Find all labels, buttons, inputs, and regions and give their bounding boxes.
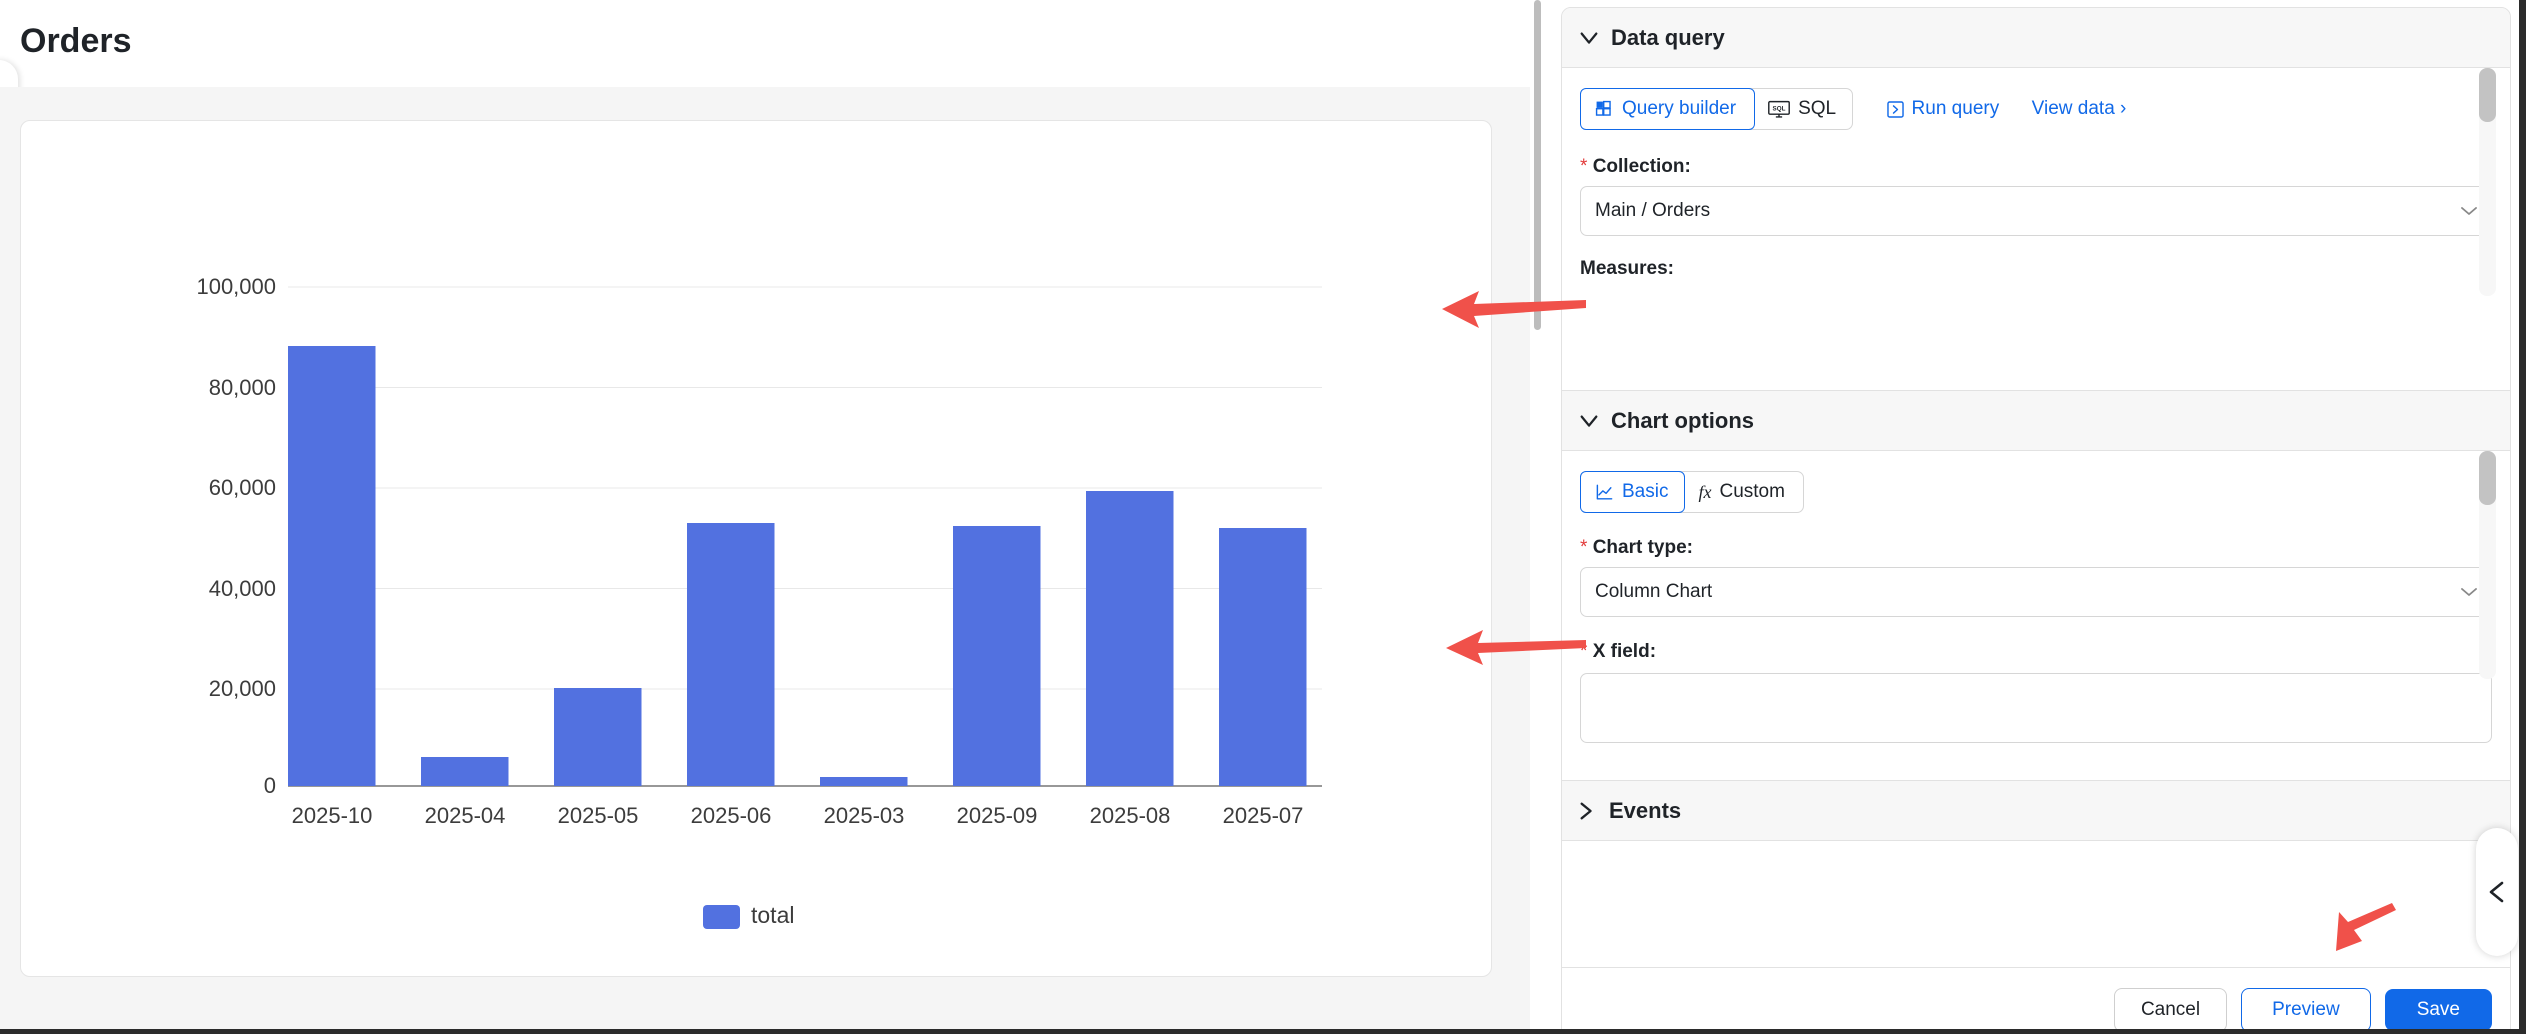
svg-text:80,000: 80,000 xyxy=(209,375,276,400)
svg-text:2025-05: 2025-05 xyxy=(558,803,639,828)
svg-text:2025-10: 2025-10 xyxy=(292,803,373,828)
svg-text:40,000: 40,000 xyxy=(209,576,276,601)
svg-text:SQL: SQL xyxy=(1773,105,1786,112)
svg-text:2025-04: 2025-04 xyxy=(425,803,506,828)
svg-text:60,000: 60,000 xyxy=(209,475,276,500)
svg-text:2025-03: 2025-03 xyxy=(824,803,905,828)
svg-text:100,000: 100,000 xyxy=(196,274,276,299)
svg-text:0: 0 xyxy=(264,773,276,798)
svg-text:total: total xyxy=(751,902,794,928)
svg-text:2025-09: 2025-09 xyxy=(957,803,1038,828)
svg-text:2025-07: 2025-07 xyxy=(1223,803,1304,828)
svg-text:20,000: 20,000 xyxy=(209,676,276,701)
svg-text:2025-06: 2025-06 xyxy=(691,803,772,828)
svg-text:2025-08: 2025-08 xyxy=(1090,803,1171,828)
